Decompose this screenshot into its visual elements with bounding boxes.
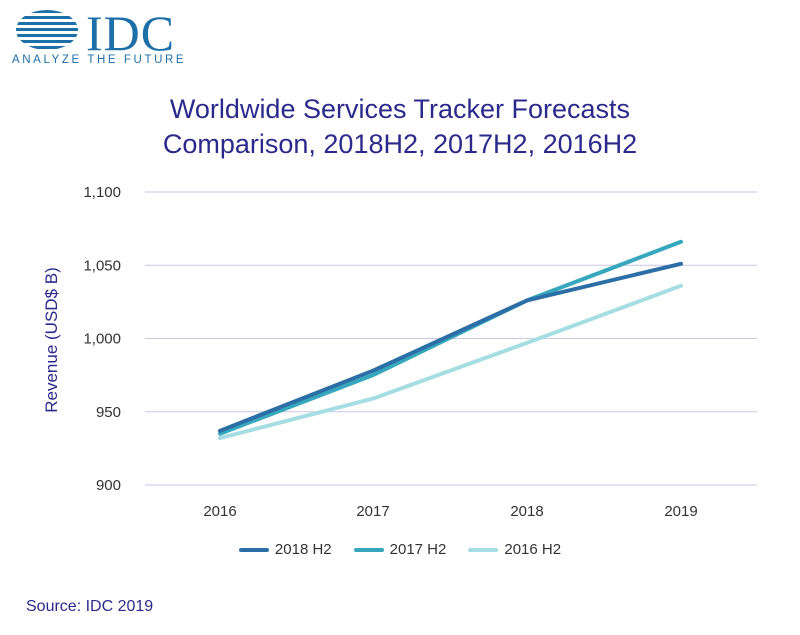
chart-title-line-2: Comparison, 2018H2, 2017H2, 2016H2 (162, 129, 638, 159)
y-axis-title: Revenue (USD$ B) (42, 267, 61, 413)
legend-label: 2018 H2 (274, 541, 332, 558)
legend: 2018 H2 2017 H2 2016 H2 (0, 541, 800, 558)
y-tick-label: 1,050 (83, 257, 121, 274)
x-tick-label: 2016 (203, 503, 236, 520)
y-tick-label: 900 (96, 477, 121, 494)
series-line-2018-h2 (218, 261, 683, 433)
legend-label: 2017 H2 (389, 541, 447, 558)
idc-logo: IDC ANALYZE THE FUTURE (10, 6, 210, 68)
legend-item: 2017 H2 (353, 541, 447, 558)
x-axis-ticks: 2016 2017 2018 2019 (203, 503, 697, 520)
legend-swatch (353, 547, 384, 552)
y-tick-label: 1,100 (83, 184, 121, 201)
series-lines (218, 239, 683, 441)
line-chart: 900 950 1,000 1,050 1,100 2016 2017 2018 2019 R… (42, 184, 757, 520)
y-tick-label: 950 (96, 404, 121, 421)
chart-title-line-1: Worldwide Services Tracker Forecasts (169, 94, 631, 124)
legend-label: 2016 H2 (504, 541, 562, 558)
legend-swatch (468, 547, 499, 552)
globe-icon (16, 10, 78, 49)
brand-name: IDC (86, 5, 176, 61)
series-line-2017-h2 (218, 239, 683, 436)
y-axis-ticks: 900 950 1,000 1,050 1,100 (83, 184, 121, 494)
x-tick-label: 2018 (510, 503, 543, 520)
series-line-2016-h2 (218, 283, 683, 441)
source-note: Source: IDC 2019 (26, 598, 154, 615)
chart-title: Worldwide Services Tracker Forecasts Com… (0, 92, 800, 162)
y-tick-label: 1,000 (83, 331, 121, 348)
legend-item: 2016 H2 (468, 541, 561, 558)
legend-swatch (238, 547, 269, 552)
x-tick-label: 2019 (664, 503, 697, 520)
brand-tagline: ANALYZE THE FUTURE (12, 54, 187, 66)
legend-item: 2018 H2 (238, 541, 332, 558)
x-tick-label: 2017 (356, 503, 389, 520)
